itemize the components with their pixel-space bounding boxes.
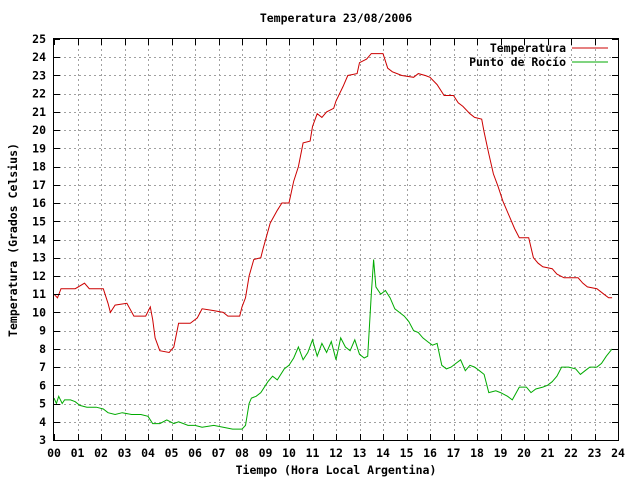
legend-label-punto-de-rocio: Punto de Rocío — [469, 55, 566, 69]
x-tick-label: 14 — [376, 446, 390, 460]
chart-title: Temperatura 23/08/2006 — [260, 11, 412, 25]
grid-lines — [54, 39, 618, 440]
x-tick-label: 10 — [282, 446, 296, 460]
x-tick-label: 17 — [447, 446, 461, 460]
y-tick-label: 3 — [39, 433, 46, 447]
x-tick-label: 05 — [165, 446, 179, 460]
legend: Temperatura Punto de Rocío — [469, 41, 608, 69]
series-group — [53, 53, 613, 430]
y-tick-label: 21 — [32, 105, 46, 119]
y-tick-label: 23 — [32, 68, 46, 82]
x-tick-label: 23 — [588, 446, 602, 460]
legend-label-temperatura: Temperatura — [490, 41, 566, 55]
y-tick-label: 5 — [39, 397, 46, 411]
x-axis-title: Tiempo (Hora Local Argentina) — [236, 463, 437, 477]
x-tick-label: 15 — [400, 446, 414, 460]
series-line-temperatura — [53, 53, 613, 354]
y-tick-label: 15 — [32, 214, 46, 228]
y-axis-title: Temperatura (Grados Celsius) — [6, 143, 20, 337]
y-tick-label: 22 — [32, 87, 46, 101]
y-tick-label: 17 — [32, 178, 46, 192]
x-tick-label: 18 — [470, 446, 484, 460]
y-tick-label: 16 — [32, 196, 46, 210]
x-tick-label: 19 — [494, 446, 508, 460]
x-tick-label: 12 — [329, 446, 343, 460]
x-tick-label: 11 — [306, 446, 320, 460]
y-tick-label: 19 — [32, 141, 46, 155]
x-tick-label: 00 — [47, 446, 61, 460]
y-tick-label: 9 — [39, 324, 46, 338]
series-line-punto-de-rocio — [53, 259, 613, 430]
y-axis-tick-labels: 3 4 5 6 7 8 9 10 11 12 13 14 15 16 17 18 19 20 21 22 23 24 25 — [32, 32, 46, 447]
y-tick-label: 6 — [39, 378, 46, 392]
x-tick-label: 01 — [71, 446, 85, 460]
y-tick-label: 8 — [39, 342, 46, 356]
tick-marks — [54, 39, 619, 441]
y-tick-label: 12 — [32, 269, 46, 283]
x-tick-label: 09 — [259, 446, 273, 460]
y-tick-label: 14 — [32, 233, 46, 247]
x-tick-label: 08 — [235, 446, 249, 460]
x-tick-label: 13 — [353, 446, 367, 460]
y-tick-label: 4 — [39, 415, 46, 429]
y-tick-label: 24 — [32, 50, 46, 64]
plot-frame — [53, 38, 619, 441]
x-tick-label: 02 — [94, 446, 108, 460]
x-tick-label: 20 — [517, 446, 531, 460]
y-tick-label: 10 — [32, 305, 46, 319]
x-tick-label: 04 — [141, 446, 155, 460]
y-tick-label: 7 — [39, 360, 46, 374]
y-tick-label: 11 — [32, 287, 46, 301]
x-tick-label: 22 — [564, 446, 578, 460]
x-tick-label: 16 — [423, 446, 437, 460]
x-tick-label: 06 — [188, 446, 202, 460]
y-tick-label: 13 — [32, 251, 46, 265]
x-tick-label: 07 — [212, 446, 226, 460]
y-tick-label: 25 — [32, 32, 46, 46]
x-axis-tick-labels: 00 01 02 03 04 05 06 07 08 09 10 11 12 13 14 15 16 17 18 19… — [47, 446, 625, 460]
x-tick-label: 21 — [541, 446, 555, 460]
x-tick-label: 03 — [118, 446, 132, 460]
x-tick-label: 24 — [611, 446, 625, 460]
y-tick-label: 18 — [32, 160, 46, 174]
y-tick-label: 20 — [32, 123, 46, 137]
